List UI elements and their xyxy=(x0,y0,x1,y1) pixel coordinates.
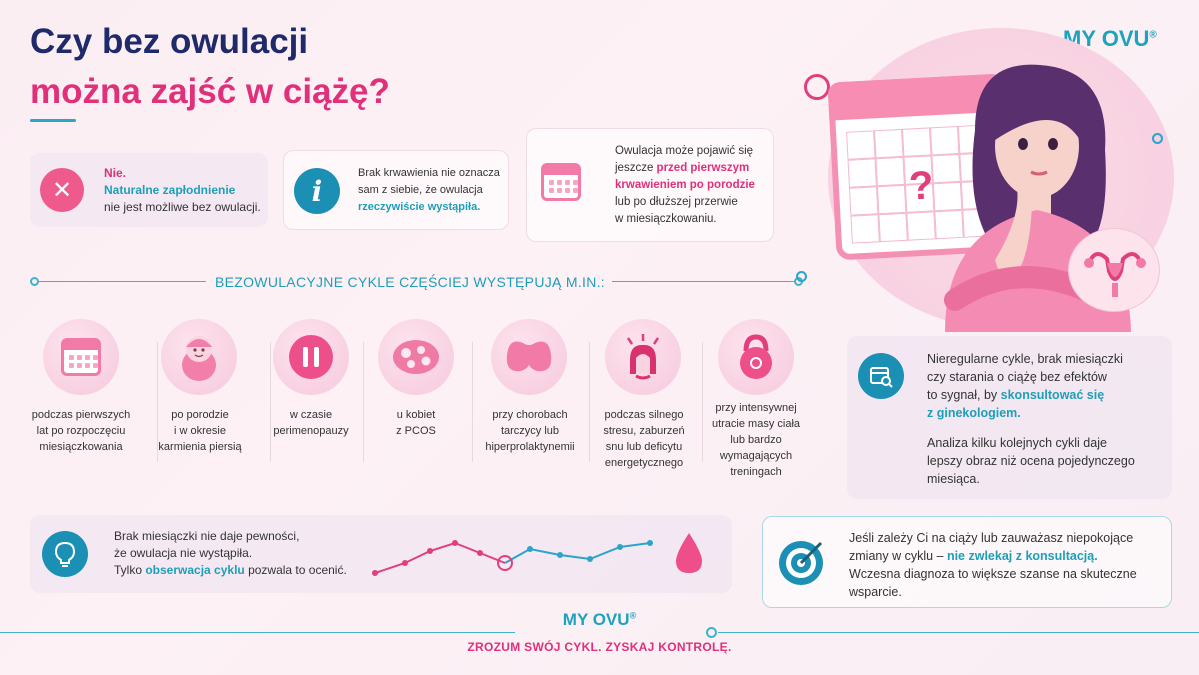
cause-icon-postpartum xyxy=(161,319,237,395)
card-no-title: Nie. xyxy=(104,166,127,180)
card-no-highlight: Naturalne zapłodnienie xyxy=(104,183,236,197)
page-title-line2: można zajść w ciążę? xyxy=(30,72,390,111)
thyroid-icon xyxy=(506,341,552,372)
cause-label-exercise: przy intensywnej utracie masy ciała lub ba… xyxy=(711,402,801,478)
target-icon xyxy=(779,541,823,585)
page-title-line1: Czy bez owulacji xyxy=(30,22,309,61)
footer-brand: MY OVU® xyxy=(562,610,637,629)
section-line-right xyxy=(612,281,796,282)
card-info-line1: Brak krwawienia nie oznacza xyxy=(358,167,500,179)
cause-icon-first-years xyxy=(43,319,119,395)
section-title: BEZOWULACYJNE CYKLE CZĘŚCIEJ WYSTĘPUJĄ M… xyxy=(214,274,605,290)
panel-line1: Nieregularne cykle, brak miesiączki xyxy=(927,352,1123,366)
lightbulb-icon xyxy=(42,531,88,577)
cause-separator xyxy=(270,342,271,462)
footer-dot xyxy=(706,627,717,638)
footer-line-left xyxy=(0,632,515,633)
stress-icon xyxy=(626,334,660,380)
x-icon: ✕ xyxy=(40,168,84,212)
panel-highlight1: skonsultować się xyxy=(1000,388,1105,402)
calendar-icon xyxy=(541,163,581,201)
cause-label-pcos: u kobiet z PCOS xyxy=(396,409,436,437)
section-line-left xyxy=(36,281,206,282)
card-cal-highlight2: krwawieniem po porodzie xyxy=(615,179,755,191)
observation-line1: Brak miesiączki nie daje pewności, xyxy=(114,529,300,543)
observation-line2: że owulacja nie wystąpiła. xyxy=(114,546,253,560)
panel-para2-line1: Analiza kilku kolejnych cykli daje xyxy=(927,436,1107,450)
calendar-icon xyxy=(61,338,101,376)
section-dot-left xyxy=(30,277,39,286)
footer-tagline: ZROZUM SWÓJ CYKL. ZYSKAJ KONTROLĘ. xyxy=(467,640,732,654)
consult-line4: wsparcie. xyxy=(849,585,902,599)
calendar-search-icon xyxy=(858,353,904,399)
drop-icon xyxy=(676,533,702,573)
card-info: i Brak krwawienia nie oznacza sam z sieb… xyxy=(283,150,509,230)
card-info-line2: sam z siebie, że owulacja xyxy=(358,184,483,196)
card-cal-line4: lub po dłuższej przerwie xyxy=(615,196,738,208)
title-underline xyxy=(30,119,76,122)
cause-icon-perimenopause xyxy=(273,319,349,395)
card-cal-highlight1: przed pierwszym xyxy=(656,162,750,174)
cause-separator xyxy=(589,342,590,462)
pause-icon xyxy=(289,335,333,379)
observation-line3-pre: Tylko xyxy=(114,563,146,577)
footer-line-right xyxy=(718,632,1199,633)
consult-highlight: nie zwlekaj z konsultacją. xyxy=(946,549,1098,563)
card-no-rest: nie jest możliwe bez owulacji. xyxy=(104,200,261,214)
observation-highlight: obserwacja cyklu xyxy=(145,563,245,577)
question-mark-icon: ? xyxy=(907,163,935,209)
card-info-highlight: rzeczywiście wystąpiła. xyxy=(358,201,481,213)
cause-label-first-years: podczas pierwszych lat po rozpoczęciu mies… xyxy=(31,409,131,453)
cause-label-perimenopause: w czasie perimenopauzy xyxy=(273,409,349,437)
consult-line3: Wczesna diagnoza to większe szanse na sk… xyxy=(849,567,1137,581)
baby-icon xyxy=(182,336,216,381)
card-calendar: Owulacja może pojawić się jeszcze przed … xyxy=(526,128,774,242)
cause-icon-stress xyxy=(605,319,681,395)
decor-dot xyxy=(1152,133,1163,144)
cause-separator xyxy=(702,342,703,462)
kettlebell-icon xyxy=(740,334,772,379)
ovary-cyst-icon xyxy=(393,340,439,374)
consult-line2: zmiany w cyklu – xyxy=(849,549,947,563)
panel-line2: czy starania o ciążę bez efektów xyxy=(927,370,1107,384)
observation-line3-post: pozwala to ocenić. xyxy=(244,563,347,577)
info-icon: i xyxy=(294,168,340,214)
cause-label-stress: podczas silnego stresu, zaburzeń snu lub d… xyxy=(603,409,685,469)
cause-icon-exercise xyxy=(718,319,794,395)
decor-dot xyxy=(796,271,807,282)
cause-separator xyxy=(472,342,473,462)
decor-ring xyxy=(804,74,830,100)
card-cal-line2: jeszcze xyxy=(615,162,657,174)
panel-highlight2: z ginekologiem. xyxy=(927,406,1021,420)
card-cal-line5: w miesiączkowaniu. xyxy=(615,213,717,225)
panel-line3: to sygnał, by xyxy=(927,388,1001,402)
cause-icon-pcos xyxy=(378,319,454,395)
cause-label-postpartum: po porodzie i w okresie karmienia piersią xyxy=(158,409,242,453)
cycle-wave-graphic xyxy=(372,540,653,576)
card-cal-line1: Owulacja może pojawić się xyxy=(615,145,754,157)
cause-separator xyxy=(157,342,158,462)
panel-para2-line2: lepszy obraz niż ocena pojedynczego xyxy=(927,454,1135,468)
panel-consult: Nieregularne cykle, brak miesiączki czy … xyxy=(847,336,1172,499)
cause-label-thyroid: przy chorobach tarczycy lub hiperprolaktyn… xyxy=(485,409,575,453)
card-consultation: Jeśli zależy Ci na ciąży lub zauważasz n… xyxy=(762,516,1172,608)
card-observation: Brak miesiączki nie daje pewności, że ow… xyxy=(30,515,732,593)
panel-para2-line3: miesiąca. xyxy=(927,472,980,486)
uterus-badge xyxy=(1068,228,1160,312)
card-no: ✕ Nie. Naturalne zapłodnienie nie jest m… xyxy=(30,153,268,227)
consult-line1: Jeśli zależy Ci na ciąży lub zauważasz n… xyxy=(849,531,1134,545)
cause-icon-thyroid xyxy=(491,319,567,395)
uterus-icon xyxy=(1084,252,1146,297)
cause-separator xyxy=(363,342,364,462)
